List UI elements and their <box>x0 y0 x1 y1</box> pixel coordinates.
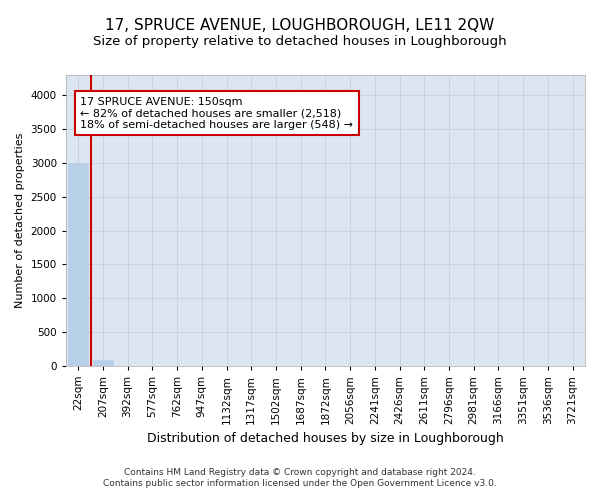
Y-axis label: Number of detached properties: Number of detached properties <box>15 133 25 308</box>
Bar <box>93 360 113 366</box>
Bar <box>68 163 88 366</box>
Text: 17 SPRUCE AVENUE: 150sqm
← 82% of detached houses are smaller (2,518)
18% of sem: 17 SPRUCE AVENUE: 150sqm ← 82% of detach… <box>80 96 353 130</box>
Text: Size of property relative to detached houses in Loughborough: Size of property relative to detached ho… <box>93 35 507 48</box>
Text: Contains HM Land Registry data © Crown copyright and database right 2024.
Contai: Contains HM Land Registry data © Crown c… <box>103 468 497 487</box>
X-axis label: Distribution of detached houses by size in Loughborough: Distribution of detached houses by size … <box>147 432 504 445</box>
Text: 17, SPRUCE AVENUE, LOUGHBOROUGH, LE11 2QW: 17, SPRUCE AVENUE, LOUGHBOROUGH, LE11 2Q… <box>106 18 494 32</box>
